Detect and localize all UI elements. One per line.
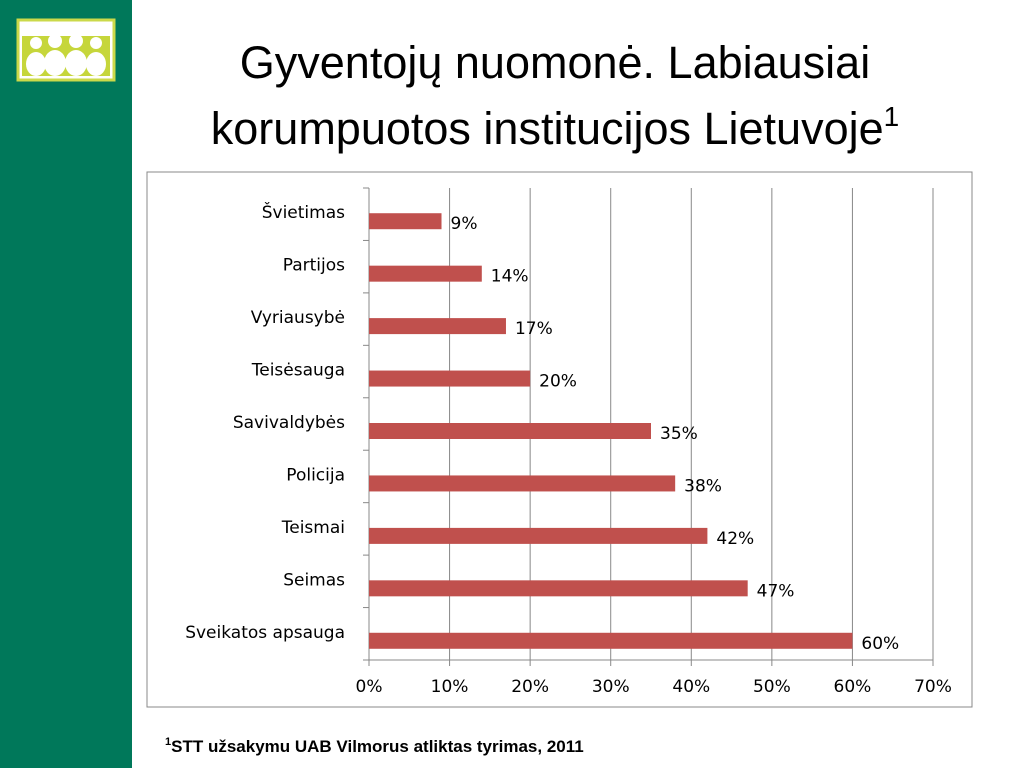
y-tick-label: Teisėsauga: [251, 361, 345, 381]
sidebar: [0, 0, 132, 768]
x-tick-label: 40%: [672, 677, 710, 697]
data-label: 9%: [451, 214, 478, 234]
y-tick-label: Teismai: [281, 518, 345, 538]
footnote-text: STT užsakymu UAB Vilmorus atliktas tyrim…: [171, 737, 584, 756]
title-note-marker: 1: [883, 101, 900, 132]
bar: [369, 318, 506, 335]
y-tick-label: Seimas: [283, 570, 345, 590]
chart-frame: [146, 171, 973, 708]
bar: [369, 475, 676, 492]
data-label: 35%: [660, 424, 698, 444]
x-tick-label: 10%: [431, 677, 469, 697]
y-tick-label: Švietimas: [262, 201, 345, 223]
data-label: 42%: [716, 529, 754, 549]
data-label: 17%: [515, 319, 553, 339]
data-label: 20%: [539, 372, 577, 392]
slide-title: Gyventojų nuomonė. Labiausiai korumpuoto…: [135, 30, 975, 162]
data-label: 38%: [684, 476, 722, 496]
y-tick-label: Policija: [286, 465, 345, 485]
data-label: 14%: [491, 267, 529, 287]
y-tick-label: Vyriausybė: [251, 308, 345, 328]
x-tick-label: 60%: [834, 677, 872, 697]
y-tick-label: Sveikatos apsauga: [185, 623, 345, 643]
data-label: 60%: [861, 634, 899, 654]
x-tick-label: 0%: [356, 677, 383, 697]
bar: [369, 632, 853, 649]
y-tick-label: Savivaldybės: [233, 413, 345, 433]
x-tick-label: 50%: [753, 677, 791, 697]
data-label: 47%: [757, 581, 795, 601]
bar: [369, 423, 651, 439]
bar: [369, 527, 708, 544]
x-tick-label: 70%: [914, 677, 952, 697]
x-tick-label: 20%: [511, 677, 549, 697]
footnote-marker: 1: [165, 736, 172, 748]
bar: [369, 580, 748, 597]
logo: [16, 18, 116, 82]
bar: [369, 370, 531, 387]
title-text: Gyventojų nuomonė. Labiausiai korumpuoto…: [210, 37, 884, 154]
bar: [369, 265, 482, 282]
y-tick-label: Partijos: [283, 256, 345, 276]
x-tick-label: 30%: [592, 677, 630, 697]
bar: [369, 213, 442, 230]
footnote: 1STT užsakymu UAB Vilmorus atliktas tyri…: [165, 737, 584, 757]
